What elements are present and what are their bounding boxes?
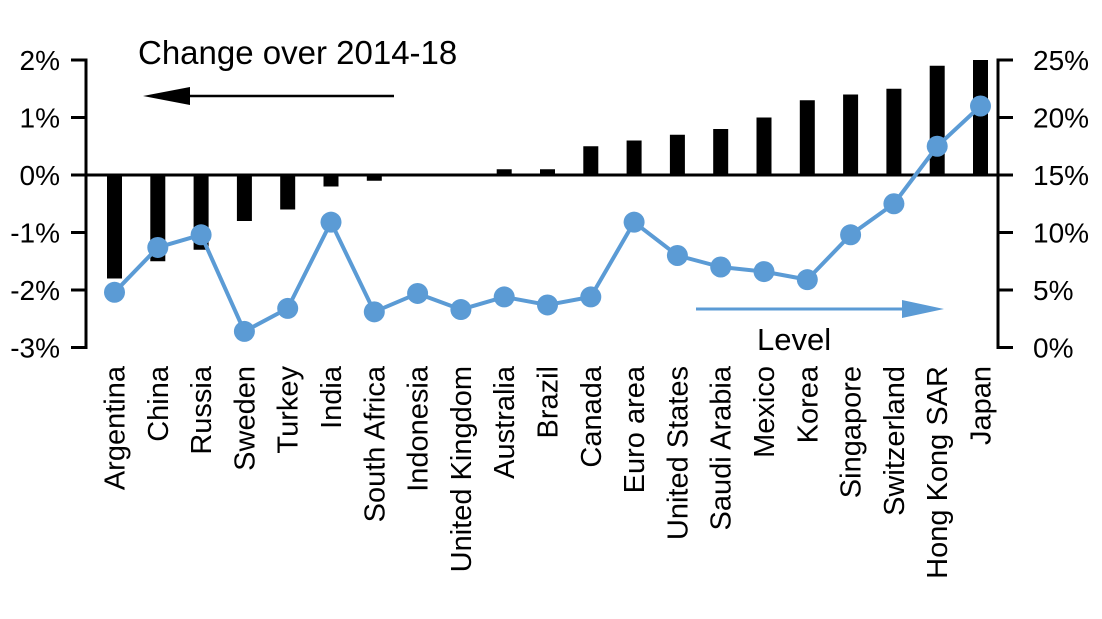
point-sweden (233, 320, 255, 342)
category-label-japan: Japan (966, 366, 998, 445)
bar-canada (583, 146, 599, 175)
change-arrow-head-left (143, 87, 190, 105)
point-korea (796, 269, 818, 291)
left-axis-tick-label: 1% (20, 103, 60, 134)
bar-singapore (843, 94, 859, 175)
point-india (320, 211, 342, 233)
right-axis-tick-label: 5% (1033, 275, 1073, 306)
category-label-united-kingdom: United Kingdom (446, 366, 478, 572)
bar-india (323, 175, 339, 187)
bar-argentina (107, 175, 122, 279)
category-label-hong-kong-sar: Hong Kong SAR (922, 366, 954, 579)
point-euro-area (623, 211, 645, 233)
point-united-kingdom (450, 299, 472, 321)
level-arrow-head-right (902, 300, 944, 318)
right-axis-tick-label: 20% (1033, 103, 1089, 134)
bar-japan (973, 60, 988, 175)
bar-hong-kong-sar (929, 65, 945, 175)
category-label-korea: Korea (792, 365, 824, 443)
right-axis-tick-label: 10% (1033, 218, 1089, 249)
point-hong-kong-sar (926, 135, 948, 157)
right-axis-tick-label: 25% (1033, 45, 1089, 76)
category-label-indonesia: Indonesia (403, 365, 435, 492)
category-label-euro-area: Euro area (619, 365, 651, 493)
left-axis-tick-label: 2% (20, 45, 60, 76)
point-south-africa (363, 301, 385, 323)
bar-switzerland (886, 88, 902, 175)
bar-sweden (236, 175, 252, 221)
bar-south-africa (366, 175, 382, 181)
bar-euro-area (626, 140, 642, 175)
bar-saudi-arabia (713, 129, 729, 175)
category-label-india: India (316, 365, 348, 429)
point-australia (493, 286, 515, 308)
line-series-label: Level (757, 322, 832, 357)
point-brazil (537, 294, 558, 316)
bar-australia (496, 169, 512, 175)
point-indonesia (407, 282, 429, 304)
left-axis-tick-label: -1% (10, 218, 60, 249)
category-label-brazil: Brazil (533, 366, 565, 439)
right-axis-tick-label: 15% (1033, 160, 1089, 191)
point-turkey (277, 297, 299, 319)
bar-brazil (540, 169, 555, 175)
point-saudi-arabia (710, 256, 732, 278)
left-axis-tick-label: 0% (20, 160, 60, 191)
category-label-argentina: Argentina (100, 365, 132, 490)
category-label-united-states: United States (662, 366, 694, 540)
category-label-russia: Russia (186, 365, 218, 455)
category-label-turkey: Turkey (273, 366, 305, 454)
bar-series-label: Change over 2014-18 (138, 34, 458, 71)
point-canada (580, 286, 602, 308)
bar-turkey (280, 175, 296, 210)
category-label-south-africa: South Africa (359, 365, 391, 522)
category-label-mexico: Mexico (749, 366, 781, 458)
category-label-australia: Australia (489, 365, 521, 479)
point-singapore (840, 224, 862, 246)
left-axis-tick-label: -3% (10, 333, 60, 364)
bar-united-states (669, 134, 685, 175)
bar-mexico (756, 117, 772, 175)
point-mexico (753, 261, 775, 283)
category-label-china: China (143, 365, 175, 442)
left-axis-tick-label: -2% (10, 275, 60, 306)
point-argentina (104, 281, 125, 303)
category-label-singapore: Singapore (836, 366, 868, 498)
point-switzerland (883, 193, 905, 215)
right-axis-tick-label: 0% (1033, 333, 1073, 364)
point-china (147, 236, 169, 258)
bar-korea (799, 100, 815, 175)
category-label-sweden: Sweden (229, 366, 261, 471)
category-label-canada: Canada (576, 365, 608, 467)
category-label-switzerland: Switzerland (879, 366, 911, 516)
point-united-states (666, 245, 688, 266)
point-russia (190, 224, 212, 246)
category-label-saudi-arabia: Saudi Arabia (706, 365, 738, 530)
point-japan (970, 95, 991, 117)
